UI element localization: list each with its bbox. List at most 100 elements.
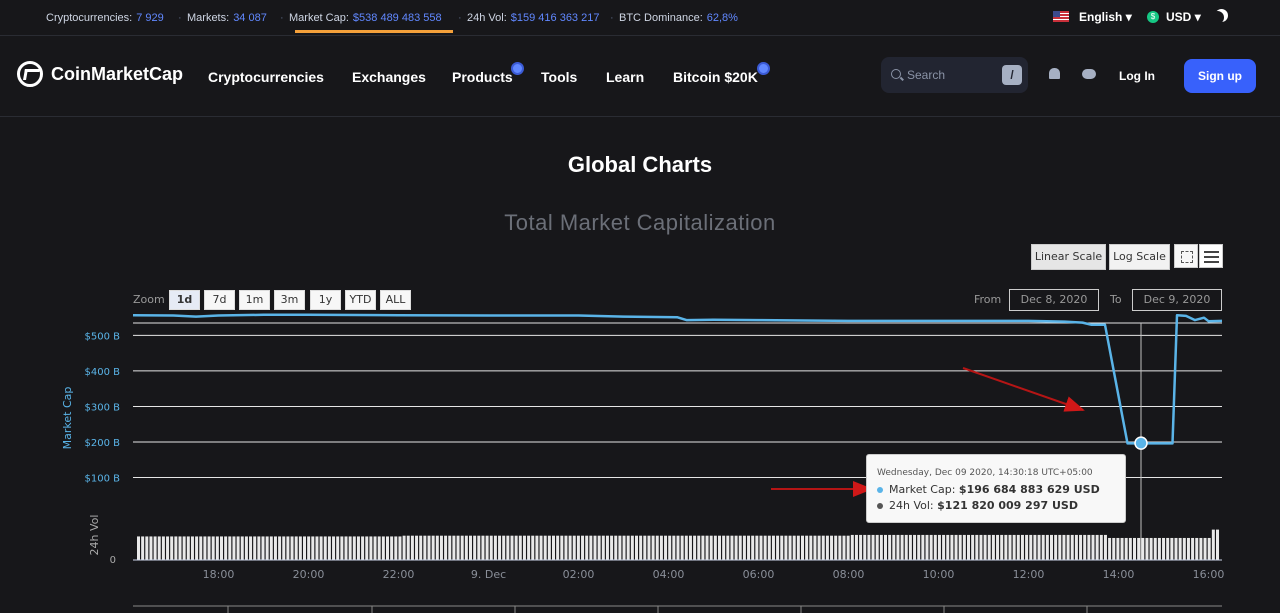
volume-bar — [236, 536, 240, 560]
x-tick-label: 16:00 — [1193, 568, 1225, 581]
volume-bar — [153, 536, 157, 560]
nav-exchanges[interactable]: Exchanges — [352, 69, 426, 85]
tooltip-value: $196 684 883 629 USD — [958, 483, 1100, 496]
volume-bar — [323, 536, 327, 560]
volume-bar — [1141, 537, 1145, 560]
signup-button[interactable]: Sign up — [1184, 59, 1256, 93]
language-selector[interactable]: English ▾ — [1079, 10, 1132, 24]
volume-bar — [867, 534, 871, 560]
volume-bar — [423, 535, 427, 560]
zoom-1m-button[interactable]: 1m — [239, 290, 270, 310]
nav-tools[interactable]: Tools — [541, 69, 578, 85]
volume-bar — [386, 536, 389, 560]
volume-bar — [145, 536, 149, 560]
tooltip-row-volume: 24h Vol: $121 820 009 297 USD — [877, 499, 1078, 512]
volume-bar — [991, 534, 995, 560]
volume-bar — [718, 535, 721, 560]
brand-name[interactable]: CoinMarketCap — [51, 64, 184, 84]
volume-bar — [535, 535, 539, 560]
volume-bar — [1174, 537, 1178, 560]
nav-cryptocurrencies[interactable]: Cryptocurrencies — [208, 69, 324, 85]
volume-bar — [917, 534, 921, 560]
stat-value: 62,8% — [706, 12, 738, 24]
volume-bar — [327, 536, 331, 560]
volume-bar — [809, 535, 813, 560]
active-stat-underline — [295, 30, 453, 33]
volume-bar — [377, 536, 381, 560]
zoom-3m-button[interactable]: 3m — [274, 290, 305, 310]
zoom-all-button[interactable]: ALL — [380, 290, 411, 310]
login-link[interactable]: Log In — [1119, 69, 1155, 83]
coinmarketcap-logo-icon[interactable] — [17, 61, 43, 87]
zoom-7d-button[interactable]: 7d — [204, 290, 235, 310]
hamburger-menu-icon[interactable] — [1199, 244, 1223, 268]
volume-bar — [265, 536, 269, 560]
volume-bar — [249, 536, 253, 560]
volume-bar — [742, 535, 746, 560]
volume-bar — [1041, 534, 1045, 560]
bell-icon[interactable] — [1049, 68, 1060, 79]
currency-selector[interactable]: USD ▾ — [1166, 10, 1201, 24]
to-date-input[interactable]: Dec 9, 2020 — [1132, 289, 1222, 311]
volume-bar — [199, 536, 203, 560]
hover-point-marker — [1134, 436, 1148, 450]
volume-bar — [929, 534, 933, 560]
volume-bar — [1020, 534, 1024, 560]
volume-bar — [1178, 537, 1182, 560]
search-box[interactable]: Search / — [881, 57, 1028, 93]
volume-bar — [597, 535, 601, 560]
volume-bar — [303, 536, 306, 560]
volume-bar — [954, 534, 958, 560]
volume-bar — [576, 535, 580, 560]
volume-bar — [273, 536, 277, 560]
zoom-ytd-button[interactable]: YTD — [345, 290, 376, 310]
volume-bar — [307, 536, 311, 560]
stat-markets[interactable]: Markets: 34 087 — [187, 12, 267, 24]
x-tick-label: 14:00 — [1103, 568, 1135, 581]
volume-bar — [228, 536, 232, 560]
volume-bar — [315, 536, 319, 560]
linear-scale-button[interactable]: Linear Scale — [1031, 244, 1106, 270]
nav-products[interactable]: Products — [452, 69, 513, 85]
nav-bitcoin-20k[interactable]: Bitcoin $20K — [673, 69, 758, 85]
volume-bar — [1037, 534, 1041, 560]
x-tick-label: 18:00 — [203, 568, 235, 581]
volume-bar — [1045, 534, 1049, 560]
stat-btc-dominance[interactable]: BTC Dominance: 62,8% — [619, 12, 738, 24]
chat-icon[interactable] — [1082, 69, 1096, 79]
volume-bar — [655, 535, 659, 560]
stat-market-cap[interactable]: Market Cap: $538 489 483 558 — [289, 12, 442, 24]
stat-24h-vol[interactable]: 24h Vol: $159 416 363 217 — [467, 12, 599, 24]
volume-bar — [419, 535, 423, 560]
volume-bar — [1062, 534, 1066, 560]
log-scale-button[interactable]: Log Scale — [1109, 244, 1170, 270]
volume-bar — [137, 536, 140, 560]
volume-bar — [1012, 534, 1016, 560]
y-tick-label: $100 B — [85, 473, 121, 484]
chevron-down-icon: ▾ — [1125, 10, 1132, 24]
volume-bar — [1149, 537, 1153, 560]
market-cap-series-line[interactable] — [132, 313, 1223, 445]
volume-bar — [369, 536, 373, 560]
stat-cryptocurrencies[interactable]: Cryptocurrencies: 7 929 — [46, 12, 164, 24]
volume-bar — [730, 535, 734, 560]
from-date-input[interactable]: Dec 8, 2020 — [1009, 289, 1099, 311]
volume-bar — [763, 535, 767, 560]
volume-bar — [593, 535, 597, 560]
volume-bar — [344, 536, 348, 560]
volume-bar — [1108, 537, 1112, 560]
volume-bar — [141, 536, 145, 560]
volume-bar — [921, 534, 925, 560]
volume-bar — [373, 536, 377, 560]
volume-bar — [854, 534, 858, 560]
volume-bar — [759, 535, 763, 560]
volume-bar — [1054, 534, 1058, 560]
fullscreen-icon[interactable] — [1174, 244, 1198, 268]
volume-bar — [684, 535, 688, 560]
nav-learn[interactable]: Learn — [606, 69, 645, 85]
volume-bar — [195, 536, 199, 560]
volume-bar — [336, 536, 340, 560]
zoom-1d-button[interactable]: 1d — [169, 290, 200, 310]
zoom-1y-button[interactable]: 1y — [310, 290, 341, 310]
